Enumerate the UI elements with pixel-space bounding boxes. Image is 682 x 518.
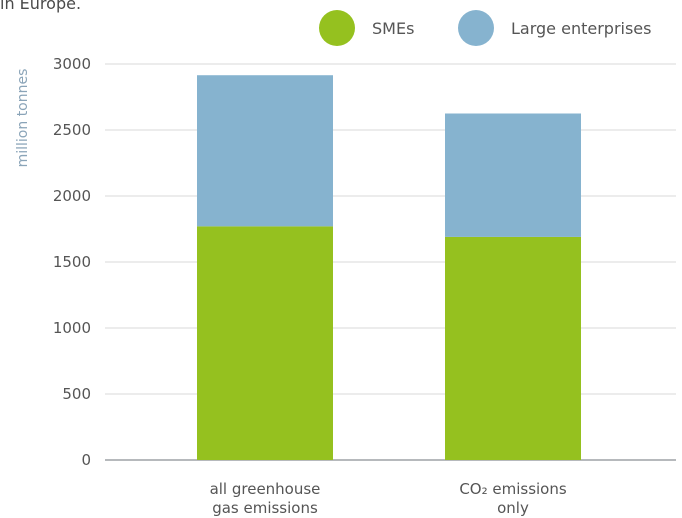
legend-label: Large enterprises — [511, 19, 651, 38]
caption-fragment: in Europe. — [0, 0, 82, 13]
y-axis-ticks: 0 500 1000 1500 2000 2500 3000 — [53, 55, 91, 469]
legend: SMEs Large enterprises — [319, 10, 651, 46]
legend-label: SMEs — [372, 19, 414, 38]
y-tick-label: 3000 — [53, 55, 91, 73]
bar-smes-0 — [197, 226, 333, 460]
category-label: only — [497, 499, 529, 517]
bars — [197, 75, 581, 460]
category-label: gas emissions — [212, 499, 318, 517]
category-label: CO₂ emissions — [459, 480, 567, 498]
y-tick-label: 0 — [81, 451, 91, 469]
legend-swatch — [319, 10, 355, 46]
y-tick-label: 1500 — [53, 253, 91, 271]
gridlines — [105, 63, 676, 461]
y-tick-label: 500 — [62, 385, 91, 403]
bar-smes-1 — [445, 236, 581, 460]
y-tick-label: 2500 — [53, 121, 91, 139]
bar-large-enterprises-0 — [197, 75, 333, 227]
bar-large-enterprises-1 — [445, 113, 581, 237]
legend-swatch — [458, 10, 494, 46]
y-axis-label: million tonnes — [15, 69, 31, 168]
category-label: all greenhouse — [210, 480, 321, 498]
y-tick-label: 1000 — [53, 319, 91, 337]
y-tick-label: 2000 — [53, 187, 91, 205]
